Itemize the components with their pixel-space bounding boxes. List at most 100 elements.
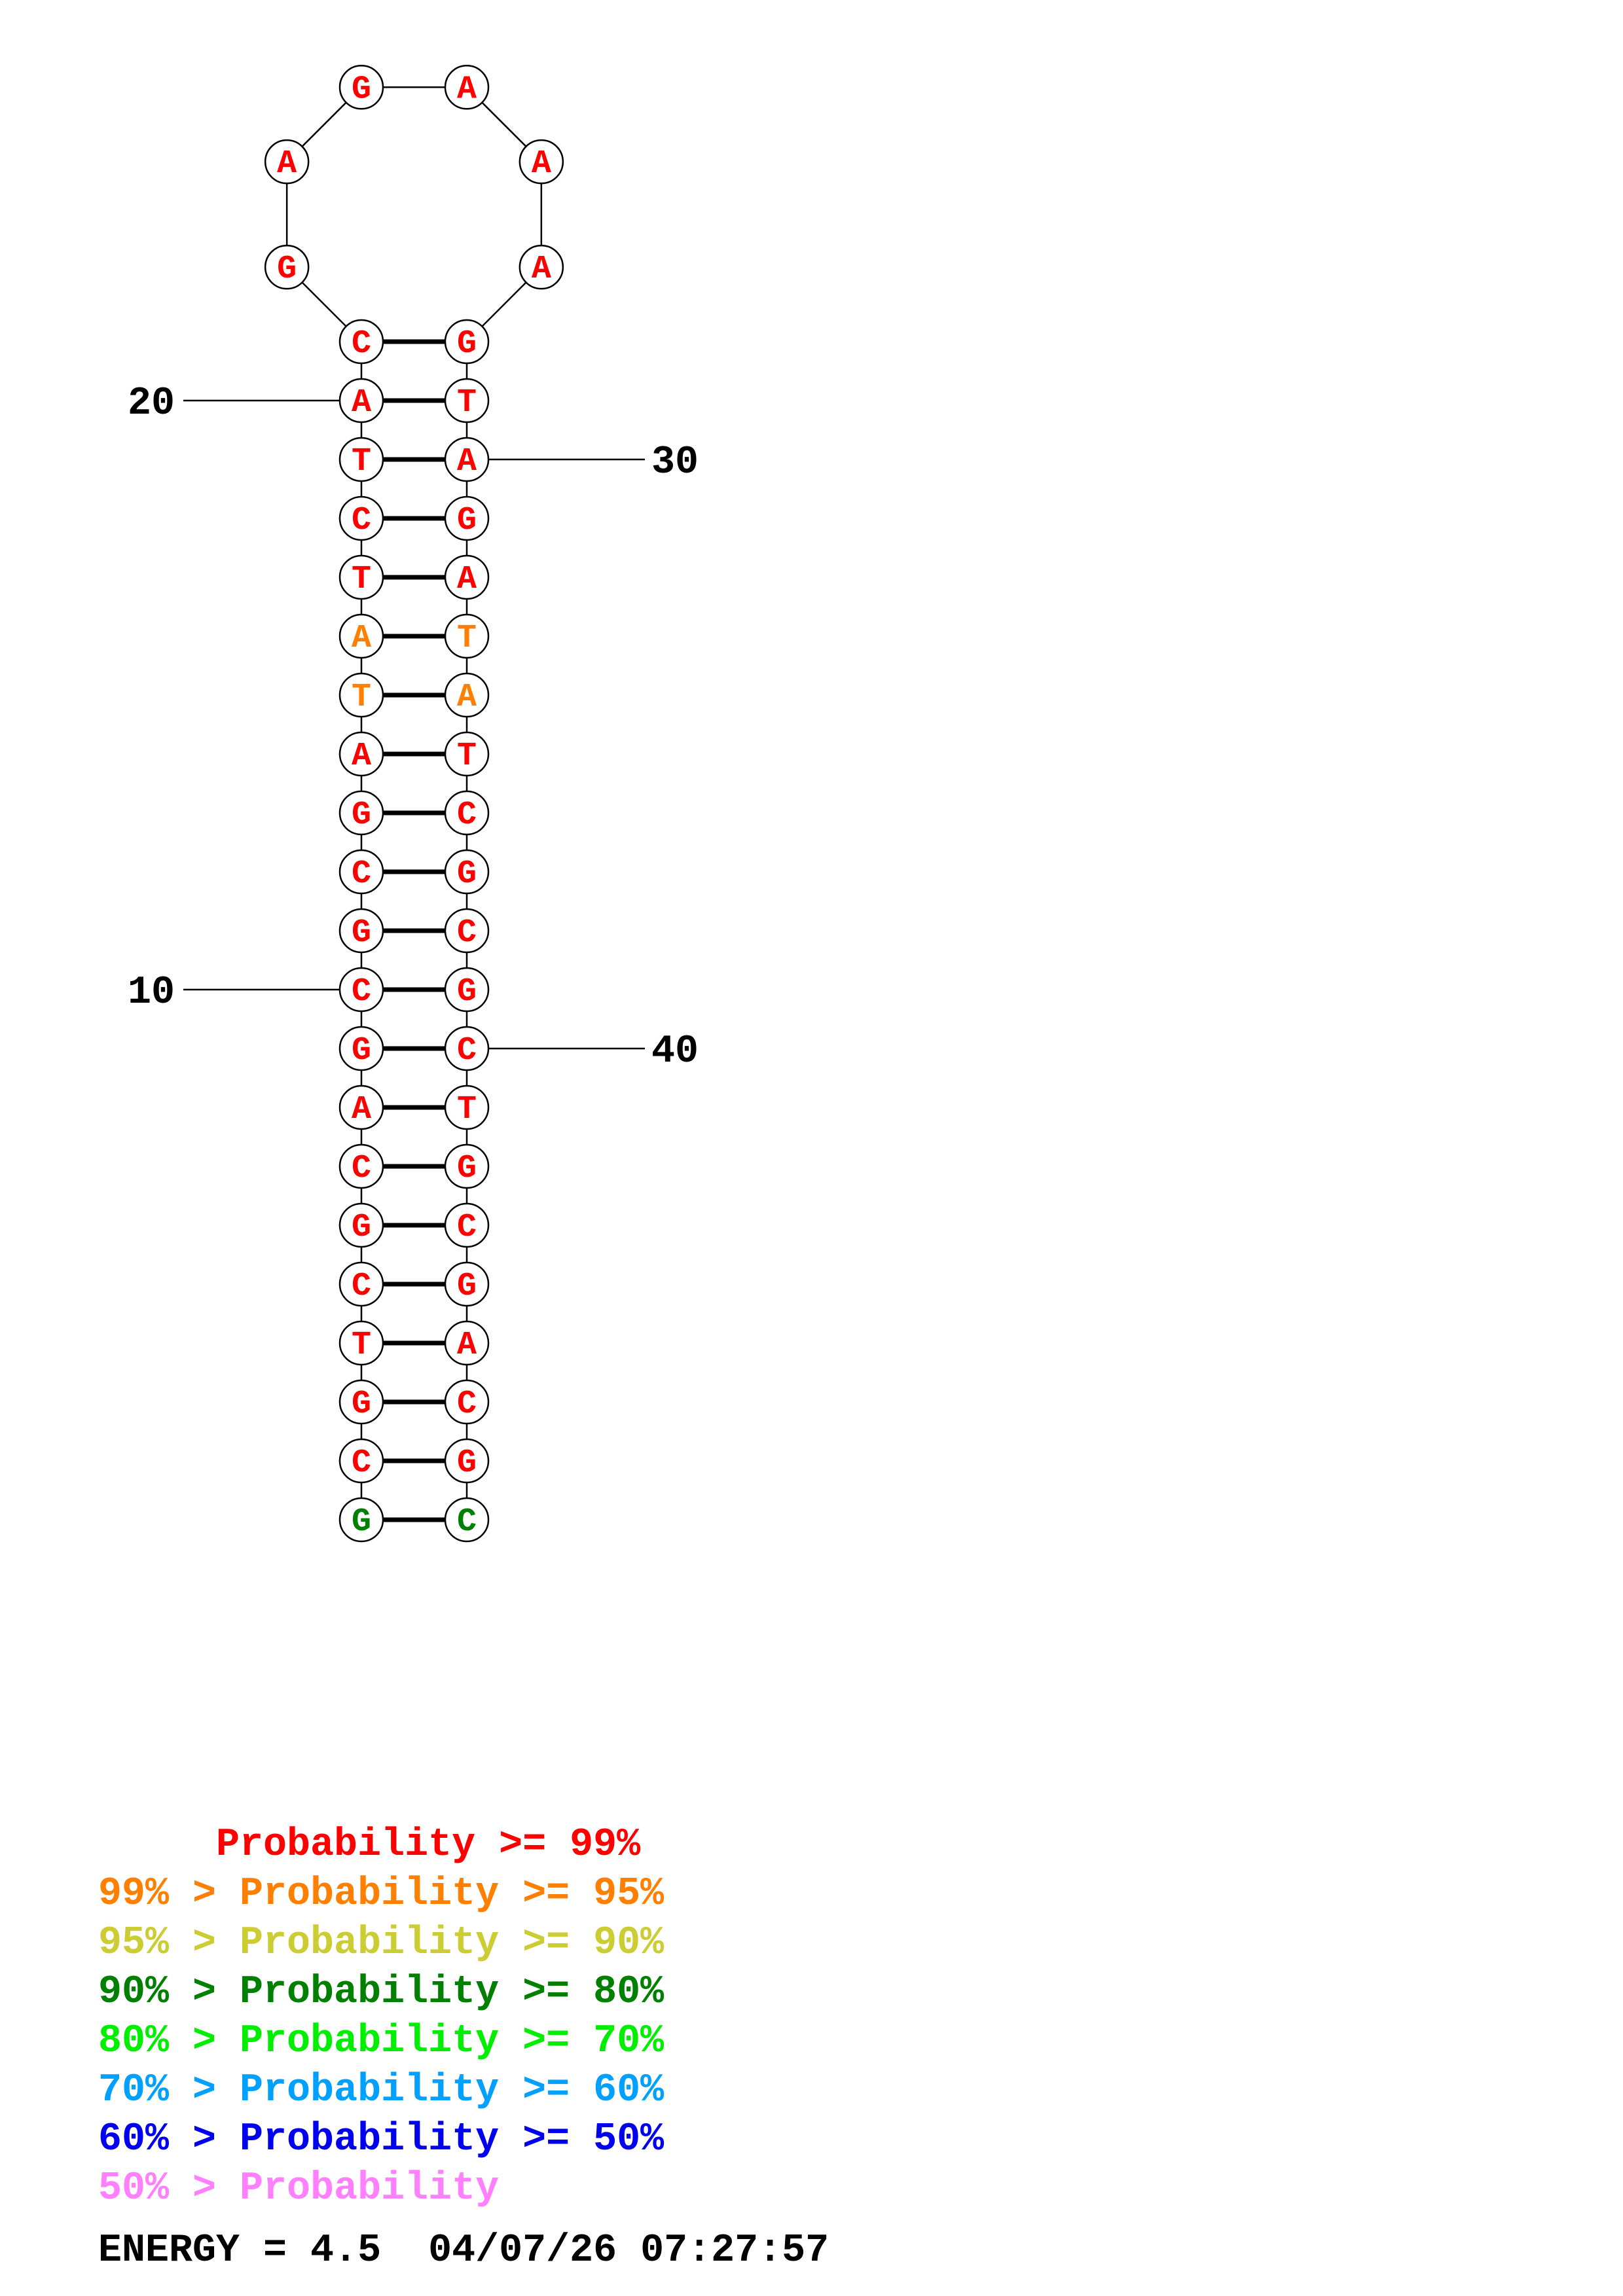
nucleotide: C: [444, 1202, 490, 1248]
nucleotide-circle: [264, 139, 310, 185]
position-label: 30: [651, 440, 699, 485]
nucleotide-circle: [444, 437, 490, 482]
nucleotide-circle: [444, 378, 490, 423]
nucleotide-letter: A: [532, 145, 551, 183]
nucleotide-letter: A: [457, 679, 477, 716]
nucleotide-circle: [444, 319, 490, 365]
nucleotide-letter: C: [352, 855, 371, 893]
nucleotide: G: [444, 1438, 490, 1484]
nucleotide-letter: G: [457, 325, 477, 363]
nucleotide-circle: [444, 1379, 490, 1425]
nucleotide: G: [444, 1261, 490, 1307]
nucleotide-letter: G: [457, 1150, 477, 1187]
nucleotide-circle: [338, 908, 384, 954]
nucleotide: A: [444, 672, 490, 718]
nucleotide: A: [444, 554, 490, 600]
nucleotide-circle: [338, 1261, 384, 1307]
nucleotide-letter: A: [352, 1091, 371, 1128]
base-pair-bonds: [383, 339, 445, 1522]
nucleotide: T: [444, 378, 490, 423]
nucleotide-circle: [338, 967, 384, 1013]
nucleotide: G: [444, 1143, 490, 1189]
nucleotide-circle: [338, 1438, 384, 1484]
nucleotide: A: [444, 65, 490, 110]
nucleotide-circle: [264, 244, 310, 290]
nucleotide: A: [444, 437, 490, 482]
nucleotide: C: [444, 908, 490, 954]
nucleotide-letter: C: [352, 1150, 371, 1187]
nucleotide: A: [519, 139, 564, 185]
nucleotide-letter: G: [457, 1268, 477, 1305]
nucleotide: T: [338, 672, 384, 718]
nucleotide-letter: G: [457, 855, 477, 893]
nucleotide-letter: T: [457, 384, 477, 422]
nucleotide-circle: [338, 1085, 384, 1130]
nucleotide-letter: C: [457, 1386, 477, 1423]
nucleotide-letter: A: [277, 145, 297, 183]
legend-line-0: Probability >= 99%: [98, 1823, 641, 1867]
nucleotide: G: [338, 65, 384, 110]
nucleotide-letter: C: [352, 325, 371, 363]
nucleotide: C: [338, 495, 384, 541]
nucleotide: G: [444, 849, 490, 895]
nucleotide-letter: T: [352, 1327, 371, 1364]
backbone: [285, 86, 543, 1520]
nucleotide: G: [338, 1379, 384, 1425]
nucleotide-letter: A: [457, 71, 477, 108]
nucleotide-circle: [338, 1026, 384, 1071]
nucleotide: A: [519, 244, 564, 290]
nucleotide: G: [338, 1026, 384, 1071]
nucleotide: A: [444, 1320, 490, 1366]
nucleotide: C: [444, 1497, 490, 1543]
nucleotide-letter: C: [457, 1209, 477, 1246]
nucleotide-circle: [338, 378, 384, 423]
legend-line-1: 99% > Probability >= 95%: [98, 1872, 665, 1916]
nucleotide-letter: G: [352, 914, 371, 952]
nucleotide-circle: [444, 613, 490, 659]
nucleotide: G: [444, 967, 490, 1013]
nucleotide-circle: [338, 849, 384, 895]
nucleotide-circle: [444, 495, 490, 541]
nucleotide-letter: C: [457, 1032, 477, 1069]
nucleotide: T: [338, 1320, 384, 1366]
nucleotide-circle: [444, 731, 490, 777]
nucleotide-circle: [444, 849, 490, 895]
nucleotide-circle: [338, 65, 384, 110]
nucleotide-circle: [338, 1497, 384, 1543]
nucleotide-circle: [519, 139, 564, 185]
nucleotide-letter: G: [457, 1444, 477, 1482]
nucleotide-letter: A: [352, 738, 371, 775]
position-label: 10: [128, 971, 175, 1015]
nucleotide-letter: G: [457, 973, 477, 1011]
nucleotide-circle: [338, 731, 384, 777]
nucleotide-circle: [338, 319, 384, 365]
nucleotide: T: [338, 554, 384, 600]
nucleotide-letter: C: [352, 973, 371, 1011]
legend-line-5: 70% > Probability >= 60%: [98, 2068, 665, 2113]
position-labels: 10 20 30 40: [128, 382, 699, 1074]
nucleotide-letter: C: [457, 797, 477, 834]
nucleotide-letter: A: [457, 443, 477, 480]
nucleotide-letter: G: [352, 1386, 371, 1423]
legend-line-4: 80% > Probability >= 70%: [98, 2019, 665, 2064]
legend-line-6: 60% > Probability >= 50%: [98, 2117, 665, 2162]
nucleotide-circle: [519, 244, 564, 290]
nucleotide-circle: [338, 790, 384, 836]
nucleotide-letter: C: [352, 1268, 371, 1305]
legend-line-2: 95% > Probability >= 90%: [98, 1921, 665, 1965]
nucleotide-letter: A: [352, 384, 371, 422]
nucleotide: C: [444, 1026, 490, 1071]
nucleotide-circle: [444, 1026, 490, 1071]
nucleotide-letter: C: [457, 914, 477, 952]
nucleotide: C: [338, 319, 384, 365]
nucleotide-letter: A: [457, 1327, 477, 1364]
nucleotide: A: [264, 139, 310, 185]
position-label: 20: [128, 382, 175, 426]
nucleotide-letter: G: [277, 251, 297, 288]
nucleotide-circle: [444, 1143, 490, 1189]
nucleotide: C: [338, 849, 384, 895]
nucleotide-circle: [338, 1379, 384, 1425]
nucleotide-circle: [444, 1261, 490, 1307]
